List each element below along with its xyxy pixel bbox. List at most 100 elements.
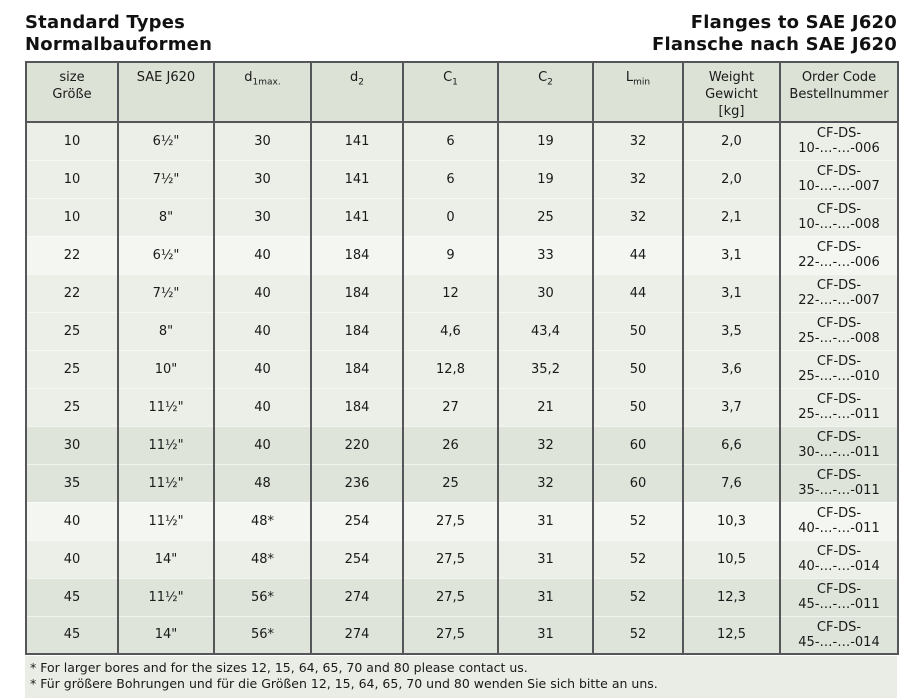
cell-sae: 11½" bbox=[117, 463, 214, 502]
cell-weight: 3,5 bbox=[682, 311, 780, 350]
title-en: Standard Types bbox=[25, 12, 186, 33]
cell-d1max: 30 bbox=[213, 121, 311, 160]
cell-lmin: 52 bbox=[592, 501, 683, 540]
cell-weight: 2,0 bbox=[682, 159, 780, 198]
cell-lmin: 50 bbox=[592, 387, 683, 426]
cell-c1: 12 bbox=[402, 273, 498, 312]
col-header-order-code: Order Code Bestellnummer bbox=[779, 62, 898, 123]
cell-d1max: 48* bbox=[213, 501, 311, 540]
cell-c2: 21 bbox=[497, 387, 593, 426]
cell-lmin: 32 bbox=[592, 197, 683, 236]
footnote-en: * For larger bores and for the sizes 12,… bbox=[30, 660, 528, 675]
cell-c1: 27 bbox=[402, 387, 498, 426]
title-de: Normalbauformen bbox=[25, 34, 213, 55]
cell-d1max: 48* bbox=[213, 539, 311, 578]
cell-order-code: CF-DS-10-…-…-007 bbox=[779, 159, 898, 198]
cell-c2: 32 bbox=[497, 425, 593, 464]
cell-c2: 30 bbox=[497, 273, 593, 312]
cell-lmin: 44 bbox=[592, 273, 683, 312]
cell-d1max: 40 bbox=[213, 387, 311, 426]
cell-d2: 184 bbox=[310, 387, 403, 426]
col-header-weight: Weight Gewicht [kg] bbox=[682, 62, 780, 123]
cell-sae: 8" bbox=[117, 197, 214, 236]
cell-lmin: 32 bbox=[592, 121, 683, 160]
cell-size: 35 bbox=[26, 463, 118, 502]
cell-order-code: CF-DS-22-…-…-006 bbox=[779, 235, 898, 274]
table-row: 10 7½" 30 141 6 19 32 2,0 CF-DS-10-…-…-0… bbox=[26, 159, 898, 198]
cell-order-code: CF-DS-40-…-…-011 bbox=[779, 501, 898, 540]
cell-lmin: 50 bbox=[592, 311, 683, 350]
table-row: 10 6½" 30 141 6 19 32 2,0 CF-DS-10-…-…-0… bbox=[26, 121, 898, 160]
cell-weight: 3,6 bbox=[682, 349, 780, 388]
cell-size: 45 bbox=[26, 615, 118, 654]
cell-lmin: 52 bbox=[592, 539, 683, 578]
cell-order-code: CF-DS-10-…-…-008 bbox=[779, 197, 898, 236]
cell-size: 25 bbox=[26, 349, 118, 388]
cell-d2: 184 bbox=[310, 235, 403, 274]
table-row: 25 10" 40 184 12,8 35,2 50 3,6 CF-DS-25-… bbox=[26, 349, 898, 388]
table-row: 40 14" 48* 254 27,5 31 52 10,5 CF-DS-40-… bbox=[26, 539, 898, 578]
cell-weight: 3,1 bbox=[682, 235, 780, 274]
cell-d1max: 40 bbox=[213, 349, 311, 388]
cell-c2: 35,2 bbox=[497, 349, 593, 388]
cell-weight: 2,0 bbox=[682, 121, 780, 160]
cell-sae: 7½" bbox=[117, 159, 214, 198]
cell-size: 45 bbox=[26, 577, 118, 616]
cell-size: 30 bbox=[26, 425, 118, 464]
col-header-sae-j620: SAE J620 bbox=[117, 62, 214, 123]
cell-size: 22 bbox=[26, 273, 118, 312]
cell-lmin: 60 bbox=[592, 463, 683, 502]
cell-d2: 220 bbox=[310, 425, 403, 464]
cell-weight: 6,6 bbox=[682, 425, 780, 464]
cell-size: 10 bbox=[26, 121, 118, 160]
col-header-c1: C1 bbox=[402, 62, 498, 123]
cell-size: 40 bbox=[26, 539, 118, 578]
table-row: 40 11½" 48* 254 27,5 31 52 10,3 CF-DS-40… bbox=[26, 501, 898, 540]
cell-d2: 274 bbox=[310, 615, 403, 654]
cell-order-code: CF-DS-25-…-…-010 bbox=[779, 349, 898, 388]
table-row: 30 11½" 40 220 26 32 60 6,6 CF-DS-30-…-…… bbox=[26, 425, 898, 464]
cell-order-code: CF-DS-40-…-…-014 bbox=[779, 539, 898, 578]
cell-order-code: CF-DS-45-…-…-011 bbox=[779, 577, 898, 616]
cell-d2: 274 bbox=[310, 577, 403, 616]
cell-size: 40 bbox=[26, 501, 118, 540]
cell-c2: 31 bbox=[497, 501, 593, 540]
table-row: 25 8" 40 184 4,6 43,4 50 3,5 CF-DS-25-…-… bbox=[26, 311, 898, 350]
cell-lmin: 44 bbox=[592, 235, 683, 274]
cell-c2: 25 bbox=[497, 197, 593, 236]
cell-weight: 12,5 bbox=[682, 615, 780, 654]
cell-c1: 12,8 bbox=[402, 349, 498, 388]
cell-weight: 2,1 bbox=[682, 197, 780, 236]
footnote-de: * Für größere Bohrungen und für die Größ… bbox=[30, 676, 658, 691]
cell-weight: 12,3 bbox=[682, 577, 780, 616]
cell-c1: 0 bbox=[402, 197, 498, 236]
cell-size: 25 bbox=[26, 387, 118, 426]
cell-lmin: 60 bbox=[592, 425, 683, 464]
cell-d1max: 40 bbox=[213, 273, 311, 312]
table-row: 10 8" 30 141 0 25 32 2,1 CF-DS-10-…-…-00… bbox=[26, 197, 898, 236]
col-header-size: size Größe bbox=[26, 62, 118, 123]
subtitle-de: Flansche nach SAE J620 bbox=[652, 34, 897, 55]
table-header-row: size Größe SAE J620 d1max. d2 C1 C2 bbox=[26, 62, 898, 123]
cell-c2: 31 bbox=[497, 539, 593, 578]
cell-d1max: 56* bbox=[213, 577, 311, 616]
cell-c1: 6 bbox=[402, 159, 498, 198]
cell-weight: 7,6 bbox=[682, 463, 780, 502]
table-row: 22 6½" 40 184 9 33 44 3,1 CF-DS-22-…-…-0… bbox=[26, 235, 898, 274]
cell-size: 25 bbox=[26, 311, 118, 350]
title-block-left: Standard Types Normalbauformen bbox=[25, 12, 212, 56]
cell-size: 22 bbox=[26, 235, 118, 274]
page-header: Standard Types Normalbauformen Flanges t… bbox=[25, 12, 897, 56]
cell-weight: 10,5 bbox=[682, 539, 780, 578]
cell-c1: 27,5 bbox=[402, 577, 498, 616]
cell-c1: 26 bbox=[402, 425, 498, 464]
title-block-right: Flanges to SAE J620 Flansche nach SAE J6… bbox=[652, 12, 897, 56]
cell-order-code: CF-DS-22-…-…-007 bbox=[779, 273, 898, 312]
cell-d1max: 56* bbox=[213, 615, 311, 654]
table-row: 45 11½" 56* 274 27,5 31 52 12,3 CF-DS-45… bbox=[26, 577, 898, 616]
col-header-c2: C2 bbox=[497, 62, 593, 123]
cell-sae: 14" bbox=[117, 539, 214, 578]
table-row: 22 7½" 40 184 12 30 44 3,1 CF-DS-22-…-…-… bbox=[26, 273, 898, 312]
cell-d1max: 48 bbox=[213, 463, 311, 502]
